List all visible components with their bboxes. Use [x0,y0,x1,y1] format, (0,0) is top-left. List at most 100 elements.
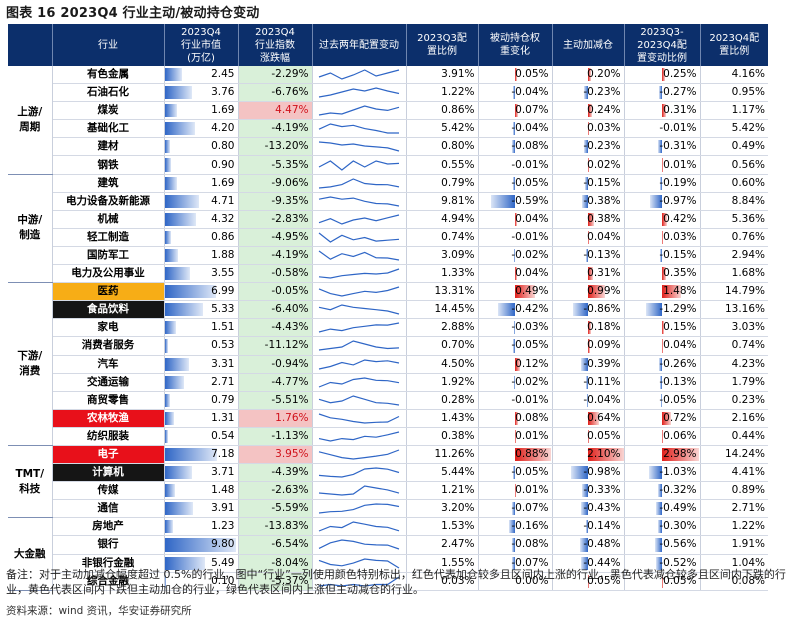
index-change-fill [239,427,312,445]
active-change-bar [588,339,590,353]
market-cap-bar [165,176,177,190]
allocation-delta-value: -1.29% [659,303,697,316]
active-change-cell: -0.11% [551,373,624,392]
market-cap-value: 3.71 [211,466,235,479]
active-change-cell: -0.14% [551,517,624,537]
index-change-value: 1.76% [275,411,309,424]
industry-cell: 商贸零售 [52,391,164,410]
allocation-sparkline [318,322,399,333]
index-change-cell: -11.12% [237,336,312,356]
index-change-cell: -6.40% [237,300,312,320]
index-change-cell: -13.20% [237,137,312,157]
active-change-bar [588,285,605,299]
passive-change-value: -0.59% [511,194,549,207]
active-change-cell: -0.23% [551,83,624,103]
table-row: 国防军工 1.88 -4.19% 3.09% -0.02% -0.13% -0.15% 2.9… [8,246,768,266]
market-cap-cell: 4.71 [163,192,238,211]
allocation-sparkline-cell [311,409,406,428]
q4-allocation-cell: 14.24% [699,445,768,465]
allocation-sparkline-cell [311,137,406,157]
q3-allocation-cell: 1.55% [405,554,478,573]
sparkline-series [318,196,399,207]
passive-change-value: -0.03% [511,321,549,334]
market-cap-bar [165,429,169,443]
market-cap-value: 3.76 [211,86,235,99]
market-cap-cell: 3.55 [163,264,238,284]
passive-change-value: -0.02% [511,248,549,261]
index-change-value: -4.95% [271,230,309,243]
allocation-delta-value: 0.72% [663,411,697,424]
q3-allocation-cell: 11.26% [405,445,478,465]
industry-cell: 食品饮料 [52,300,164,320]
market-cap-cell: 1.48 [163,481,238,501]
passive-change-bar [515,68,518,82]
footnote: 备注：对于主动加减仓幅度超过 0.5%的行业，图中“行业”一列使用颜色特别标出，… [6,568,786,596]
active-change-cell: 0.05% [551,427,624,446]
active-change-bar [585,520,588,534]
market-cap-bar [165,303,204,317]
allocation-delta-cell: 0.05% [623,572,700,591]
q4-allocation-cell: 4.23% [699,355,768,374]
market-cap-value: 9.80 [211,538,235,551]
allocation-sparkline-cell [311,101,406,121]
market-cap-bar [165,267,191,281]
active-change-cell: 0.64% [551,409,624,428]
passive-change-cell: -0.59% [477,192,552,211]
active-change-value: -0.14% [583,520,621,533]
passive-change-cell: -0.02% [477,246,552,266]
q4-allocation-cell: 1.22% [699,517,768,537]
allocation-sparkline-cell [311,572,406,591]
passive-change-cell: -0.05% [477,336,552,356]
sparkline-series [318,449,399,460]
passive-change-value: -0.04% [511,86,549,99]
active-change-value: -0.86% [583,303,621,316]
index-change-fill [239,283,312,300]
market-cap-cell: 3.76 [163,83,238,103]
allocation-sparkline [318,557,399,569]
allocation-delta-bar [661,393,662,407]
passive-change-bar [508,520,515,534]
market-cap-value: 6.99 [211,285,235,298]
active-change-value: 0.38% [587,212,621,225]
q3-allocation-cell: 2.88% [405,318,478,338]
q4-allocation-cell: 0.56% [699,155,768,175]
active-change-value: 0.20% [587,68,621,81]
active-change-value: -0.98% [583,466,621,479]
market-cap-value: 7.18 [211,448,235,461]
passive-change-value: -0.42% [511,303,549,316]
allocation-sparkline-cell [311,300,406,320]
market-cap-cell: 0.90 [163,155,238,175]
sparkline-series [318,232,399,243]
passive-change-cell: -0.08% [477,137,552,157]
market-cap-value: 5.49 [211,556,235,569]
index-change-fill [239,66,312,83]
allocation-sparkline-cell [311,246,406,266]
active-change-value: 0.18% [587,321,621,334]
table-row: 钢铁 0.90 -5.35% 0.55% -0.01% 0.02% 0.01% 0.56% [8,155,768,175]
q3-allocation-cell: 3.20% [405,499,478,519]
active-change-bar [573,303,588,317]
market-cap-value: 0.10 [211,574,235,587]
index-change-cell: 1.76% [237,409,312,428]
sparkline-series [318,539,399,551]
allocation-delta-bar [662,68,666,82]
allocation-delta-bar [649,194,662,208]
passive-change-bar [491,194,515,208]
passive-change-cell: 0.08% [477,409,552,428]
q3-allocation-cell: 4.50% [405,355,478,374]
index-change-cell: -0.05% [237,282,312,302]
passive-change-bar [515,267,517,281]
allocation-sparkline-cell [311,445,406,465]
allocation-sparkline [318,196,399,207]
market-cap-cell: 0.80 [163,137,238,157]
passive-change-bar [514,375,515,389]
header-passive-change: 被动持仓权 重变化 [477,24,552,66]
q4-allocation-cell: 1.91% [699,535,768,555]
allocation-sparkline [318,485,399,496]
header-industry: 行业 [51,24,164,66]
q3-allocation-cell: 0.86% [405,101,478,121]
q4-allocation-cell: 14.79% [699,282,768,302]
active-change-bar [584,140,588,154]
passive-change-cell: -0.03% [477,318,552,338]
q3-allocation-cell: 9.81% [405,192,478,211]
